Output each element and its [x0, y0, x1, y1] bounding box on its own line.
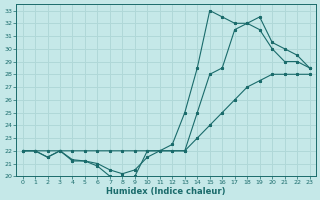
X-axis label: Humidex (Indice chaleur): Humidex (Indice chaleur)	[106, 187, 226, 196]
